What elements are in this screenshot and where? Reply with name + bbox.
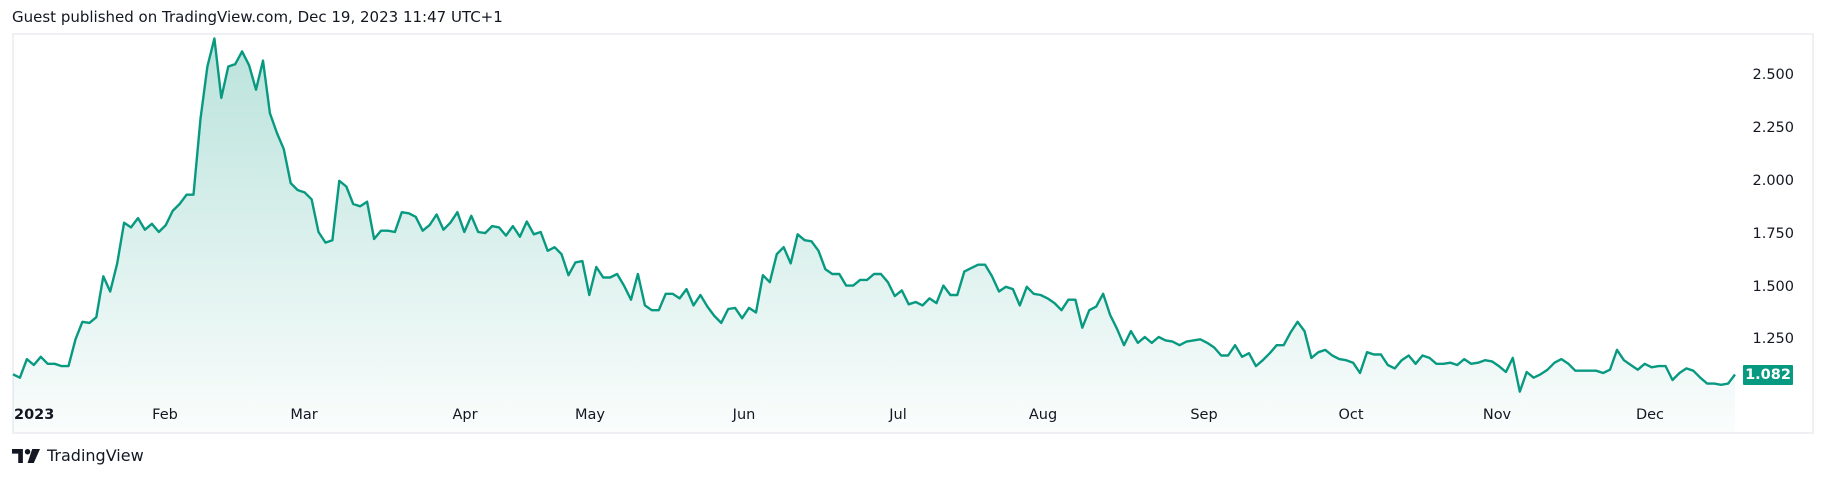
- x-tick-oct: Oct: [1338, 407, 1364, 423]
- x-tick-2023: 2023: [14, 407, 55, 423]
- x-tick-nov: Nov: [1482, 407, 1512, 423]
- tradingview-logo-icon: [12, 448, 40, 463]
- tradingview-branding[interactable]: TradingView: [12, 446, 144, 465]
- y-tick-2500: 2.500: [1752, 67, 1794, 83]
- x-tick-aug: Aug: [1028, 407, 1058, 423]
- price-area-fill: [13, 38, 1735, 432]
- published-caption: Guest published on TradingView.com, Dec …: [12, 8, 503, 26]
- x-tick-jul: Jul: [889, 407, 907, 423]
- y-tick-1500: 1.500: [1752, 279, 1794, 295]
- x-tick-mar: Mar: [290, 407, 318, 423]
- x-tick-apr: Apr: [452, 407, 478, 423]
- x-tick-may: May: [575, 407, 605, 423]
- y-tick-1250: 1.250: [1752, 331, 1794, 347]
- last-price-badge: 1.082: [1743, 365, 1793, 385]
- x-tick-sep: Sep: [1190, 407, 1218, 423]
- x-tick-dec: Dec: [1635, 407, 1665, 423]
- tradingview-brand-text: TradingView: [47, 446, 144, 465]
- y-tick-2250: 2.250: [1752, 120, 1794, 136]
- x-tick-jun: Jun: [732, 407, 756, 423]
- x-tick-feb: Feb: [152, 407, 178, 423]
- y-tick-2000: 2.000: [1752, 173, 1794, 189]
- price-line: [12, 37, 1736, 393]
- y-tick-1750: 1.750: [1752, 226, 1794, 242]
